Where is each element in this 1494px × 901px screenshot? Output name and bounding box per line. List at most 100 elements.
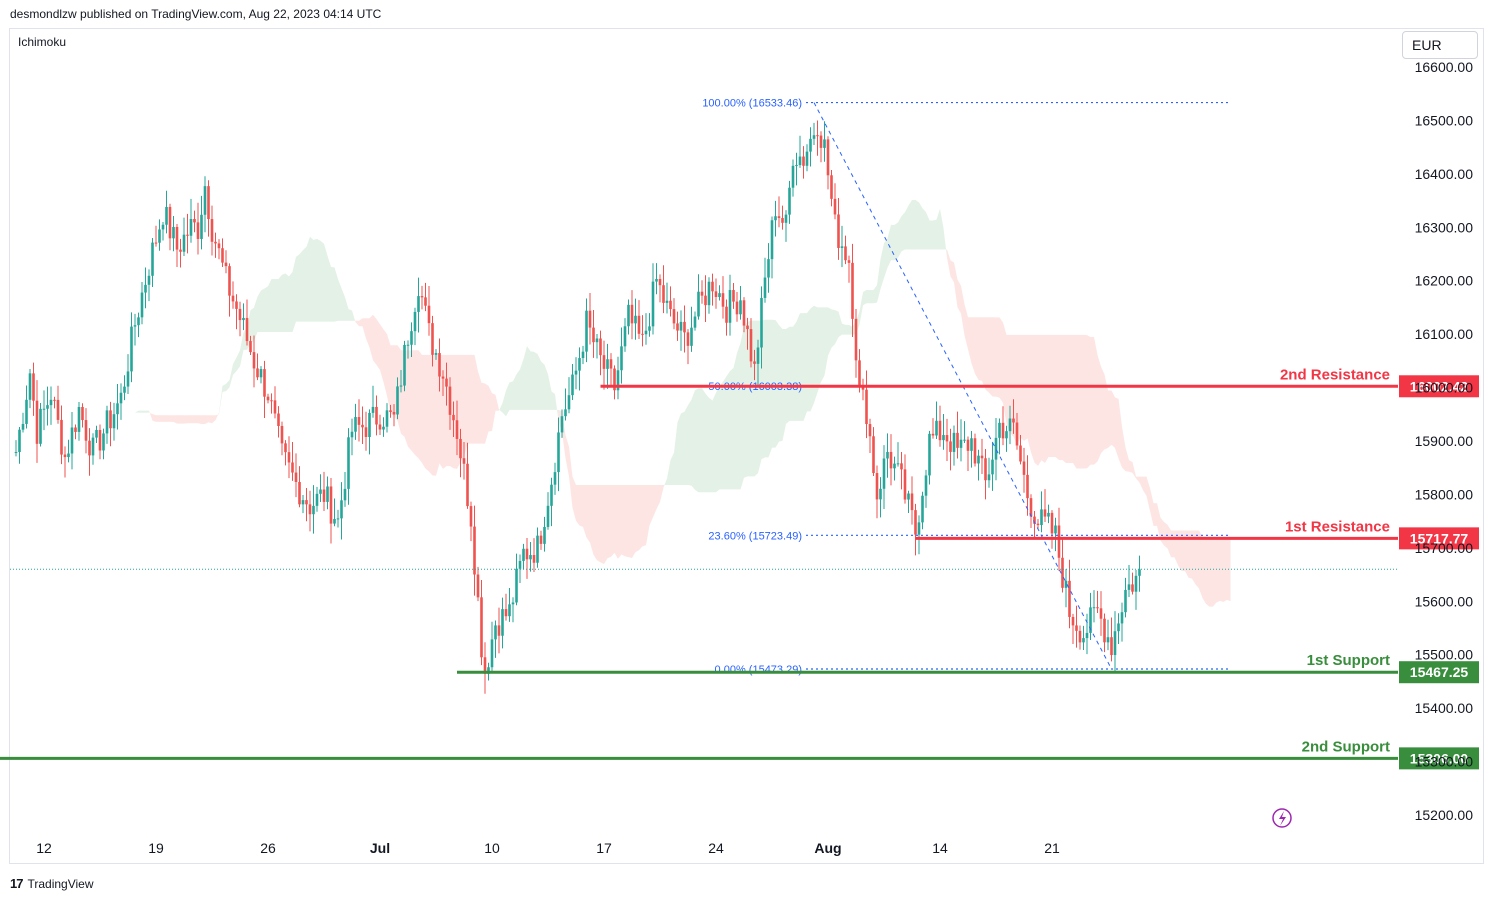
candle-body <box>382 426 385 430</box>
cloud-segment <box>660 484 664 503</box>
cloud-segment <box>940 208 944 250</box>
candle-body <box>217 243 221 249</box>
cloud-segment <box>933 219 937 250</box>
candle-body <box>228 266 231 296</box>
candle-body <box>725 306 728 323</box>
cloud-segment <box>810 305 814 412</box>
x-tick-label: Aug <box>814 840 841 856</box>
candle-body <box>287 452 291 463</box>
cloud-segment <box>1171 530 1175 558</box>
candle-body <box>609 359 613 369</box>
cloud-segment <box>898 216 902 258</box>
cloud-segment <box>271 279 275 333</box>
cloud-segment <box>534 351 538 410</box>
x-tick-label: 26 <box>260 840 276 856</box>
cloud-segment <box>726 371 730 490</box>
cloud-segment <box>159 415 163 422</box>
candle-body <box>840 246 844 248</box>
cloud-segment <box>691 390 695 490</box>
indicator-label[interactable]: Ichimoku <box>18 35 67 49</box>
price-tag-label: 15467.25 <box>1410 664 1469 680</box>
tradingview-brand[interactable]: 17 TradingView <box>10 876 94 891</box>
currency-selector[interactable]: EUR <box>1402 31 1478 59</box>
cloud-segment <box>320 240 324 322</box>
cloud-segment <box>625 484 629 558</box>
candle-body <box>749 329 753 362</box>
cloud-segment <box>348 309 352 321</box>
candle-body <box>991 459 994 475</box>
candle-body <box>483 657 487 674</box>
candle-body <box>973 438 977 464</box>
candle-body <box>413 311 417 332</box>
candle-body <box>921 495 924 523</box>
cloud-segment <box>618 484 622 559</box>
cloud-segment <box>943 228 947 258</box>
candle-body <box>410 331 413 345</box>
candle-body <box>1036 523 1040 526</box>
cloud-segment <box>663 478 667 488</box>
cloud-segment <box>135 410 139 413</box>
candle-body <box>504 609 508 617</box>
candle-body <box>543 526 546 544</box>
cloud-segment <box>964 304 968 350</box>
candle-body <box>984 458 987 481</box>
cloud-segment <box>1164 521 1168 549</box>
candle-body <box>644 330 648 335</box>
candle-body <box>998 422 1001 438</box>
cloud-segment <box>1052 334 1056 458</box>
candle-body <box>301 500 305 505</box>
cloud-segment <box>1083 334 1087 469</box>
cloud-segment <box>156 415 160 422</box>
candle-body <box>791 165 795 188</box>
candle-body <box>459 438 462 459</box>
candle-body <box>182 234 186 252</box>
candle-body <box>1057 525 1061 558</box>
cloud-segment <box>884 238 888 279</box>
candle-body <box>1089 607 1092 633</box>
candle-body <box>1008 418 1012 432</box>
candle-body <box>515 568 518 603</box>
candle-body <box>21 423 25 430</box>
candle-body <box>571 374 574 396</box>
candle-body <box>256 368 259 378</box>
cloud-segment <box>642 484 646 547</box>
candle-body <box>788 187 791 215</box>
y-tick-label: 15200.00 <box>1415 807 1474 823</box>
candle-body <box>742 300 746 326</box>
candle-body <box>123 386 126 393</box>
candle-body <box>700 291 704 296</box>
candle-body <box>259 369 263 378</box>
chart-frame[interactable] <box>9 28 1484 864</box>
cloud-segment <box>527 346 531 410</box>
candle-body <box>469 506 473 527</box>
cloud-segment <box>1160 517 1164 546</box>
cloud-segment <box>572 476 576 521</box>
candle-body <box>847 260 851 263</box>
cloud-segment <box>849 324 853 335</box>
fib-trend-line <box>813 102 1112 670</box>
cloud-segment <box>1066 334 1070 463</box>
cloud-segment <box>268 279 272 333</box>
candle-body <box>42 408 46 410</box>
cloud-segment <box>779 325 783 442</box>
cloud-segment <box>530 351 534 410</box>
candle-body <box>60 419 63 455</box>
candle-body <box>875 473 879 500</box>
candle-body <box>987 474 991 481</box>
price-tag-label: 16002.42 <box>1410 378 1469 394</box>
price-tag <box>1399 661 1479 684</box>
cloud-segment <box>362 318 366 339</box>
cloud-segment <box>674 422 678 485</box>
cloud-segment <box>376 319 380 371</box>
cloud-segment <box>1055 334 1059 461</box>
cloud-segment <box>646 484 650 546</box>
price-tag <box>1399 747 1479 770</box>
candle-body <box>357 417 361 425</box>
candle-body <box>1103 618 1106 643</box>
cloud-segment <box>1097 354 1101 462</box>
candle-body <box>739 300 742 315</box>
cloud-segment <box>740 326 744 490</box>
cloud-segment <box>1153 503 1157 526</box>
candle-body <box>1134 575 1138 592</box>
